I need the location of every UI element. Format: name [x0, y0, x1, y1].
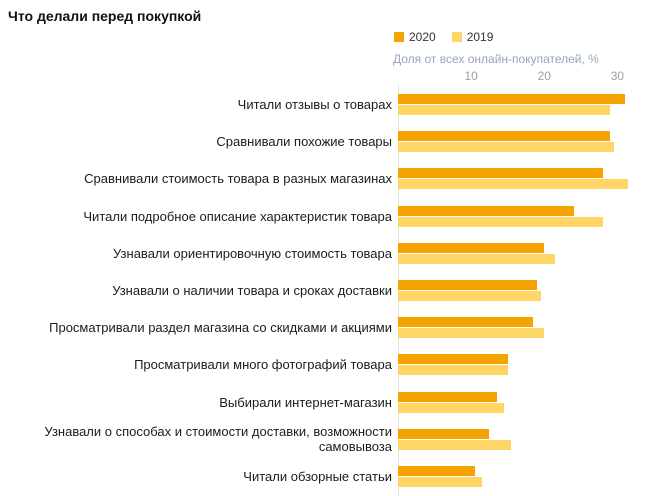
- x-axis-ticks: 10 20 30: [398, 69, 643, 83]
- bar-row: Выбирали интернет-магазин: [0, 384, 657, 421]
- legend: 2020 2019: [394, 30, 493, 44]
- bar-pair: [398, 317, 643, 339]
- chart-title: Что делали перед покупкой: [8, 8, 202, 24]
- category-label: Узнавали о наличии товара и сроках доста…: [112, 283, 392, 299]
- bar-pair: [398, 242, 643, 264]
- bar-pair: [398, 205, 643, 227]
- bar-2019[interactable]: [398, 402, 505, 413]
- category-label: Просматривали много фотографий товара: [134, 357, 392, 373]
- bar-2020[interactable]: [398, 205, 574, 216]
- x-axis-caption: Доля от всех онлайн-покупателей, %: [393, 52, 599, 66]
- bar-row: Узнавали о способах и стоимости доставки…: [0, 421, 657, 458]
- bar-2020[interactable]: [398, 168, 603, 179]
- bar-row: Просматривали раздел магазина со скидкам…: [0, 309, 657, 346]
- category-label: Узнавали о способах и стоимости доставки…: [44, 424, 392, 455]
- legend-swatch-2019: [451, 32, 462, 42]
- bar-pair: [398, 280, 643, 302]
- bar-2019[interactable]: [398, 216, 603, 227]
- bar-pair: [398, 131, 643, 153]
- legend-item-2020[interactable]: 2020: [394, 30, 436, 44]
- bar-pair: [398, 428, 643, 450]
- bar-2020[interactable]: [398, 465, 475, 476]
- bar-pair: [398, 354, 643, 376]
- legend-item-2019[interactable]: 2019: [451, 30, 494, 44]
- bar-2019[interactable]: [398, 439, 512, 450]
- bar-2020[interactable]: [398, 280, 537, 291]
- legend-swatch-2020: [394, 32, 404, 42]
- legend-label-2020: 2020: [409, 30, 436, 44]
- x-tick-30: 30: [610, 69, 625, 83]
- bar-2019[interactable]: [398, 105, 611, 116]
- legend-label-2019: 2019: [466, 30, 494, 44]
- category-label: Узнавали ориентировочную стоимость товар…: [113, 245, 392, 261]
- bar-pair: [398, 94, 643, 116]
- bar-pair: [398, 168, 643, 190]
- bar-2020[interactable]: [398, 354, 508, 365]
- bar-pair: [398, 465, 643, 487]
- bar-2020[interactable]: [398, 317, 534, 328]
- bar-2020[interactable]: [398, 131, 611, 142]
- bar-row: Читали подробное описание характеристик …: [0, 198, 657, 235]
- x-tick-20: 20: [537, 69, 551, 83]
- bar-2019[interactable]: [398, 365, 508, 376]
- category-label: Читали подробное описание характеристик …: [83, 208, 392, 224]
- bar-row: Читали обзорные статьи: [0, 458, 657, 495]
- bar-2019[interactable]: [398, 291, 541, 302]
- category-label: Просматривали раздел магазина со скидкам…: [49, 320, 392, 336]
- bar-pair: [398, 391, 643, 413]
- bar-2019[interactable]: [398, 328, 545, 339]
- bar-2020[interactable]: [398, 94, 625, 105]
- bar-2020[interactable]: [398, 428, 490, 439]
- bar-row: Просматривали много фотографий товара: [0, 346, 657, 383]
- x-tick-10: 10: [464, 69, 478, 83]
- bar-rows: Читали отзывы о товарах Сравнивали похожи…: [0, 86, 657, 495]
- category-label: Выбирали интернет-магазин: [219, 394, 392, 410]
- bar-2019[interactable]: [398, 253, 556, 264]
- bar-2019[interactable]: [398, 476, 483, 487]
- bar-2019[interactable]: [398, 142, 614, 153]
- category-label: Сравнивали стоимость товара в разных маг…: [84, 171, 392, 187]
- bar-row: Узнавали о наличии товара и сроках доста…: [0, 272, 657, 309]
- bar-row: Сравнивали похожие товары: [0, 123, 657, 160]
- bar-2020[interactable]: [398, 242, 545, 253]
- bar-row: Узнавали ориентировочную стоимость товар…: [0, 235, 657, 272]
- category-label: Сравнивали похожие товары: [216, 134, 392, 150]
- bar-row: Сравнивали стоимость товара в разных маг…: [0, 160, 657, 197]
- category-label: Читали отзывы о товарах: [237, 97, 392, 113]
- bar-row: Читали отзывы о товарах: [0, 86, 657, 123]
- bar-2020[interactable]: [398, 391, 497, 402]
- category-label: Читали обзорные статьи: [243, 468, 392, 484]
- bar-2019[interactable]: [398, 179, 629, 190]
